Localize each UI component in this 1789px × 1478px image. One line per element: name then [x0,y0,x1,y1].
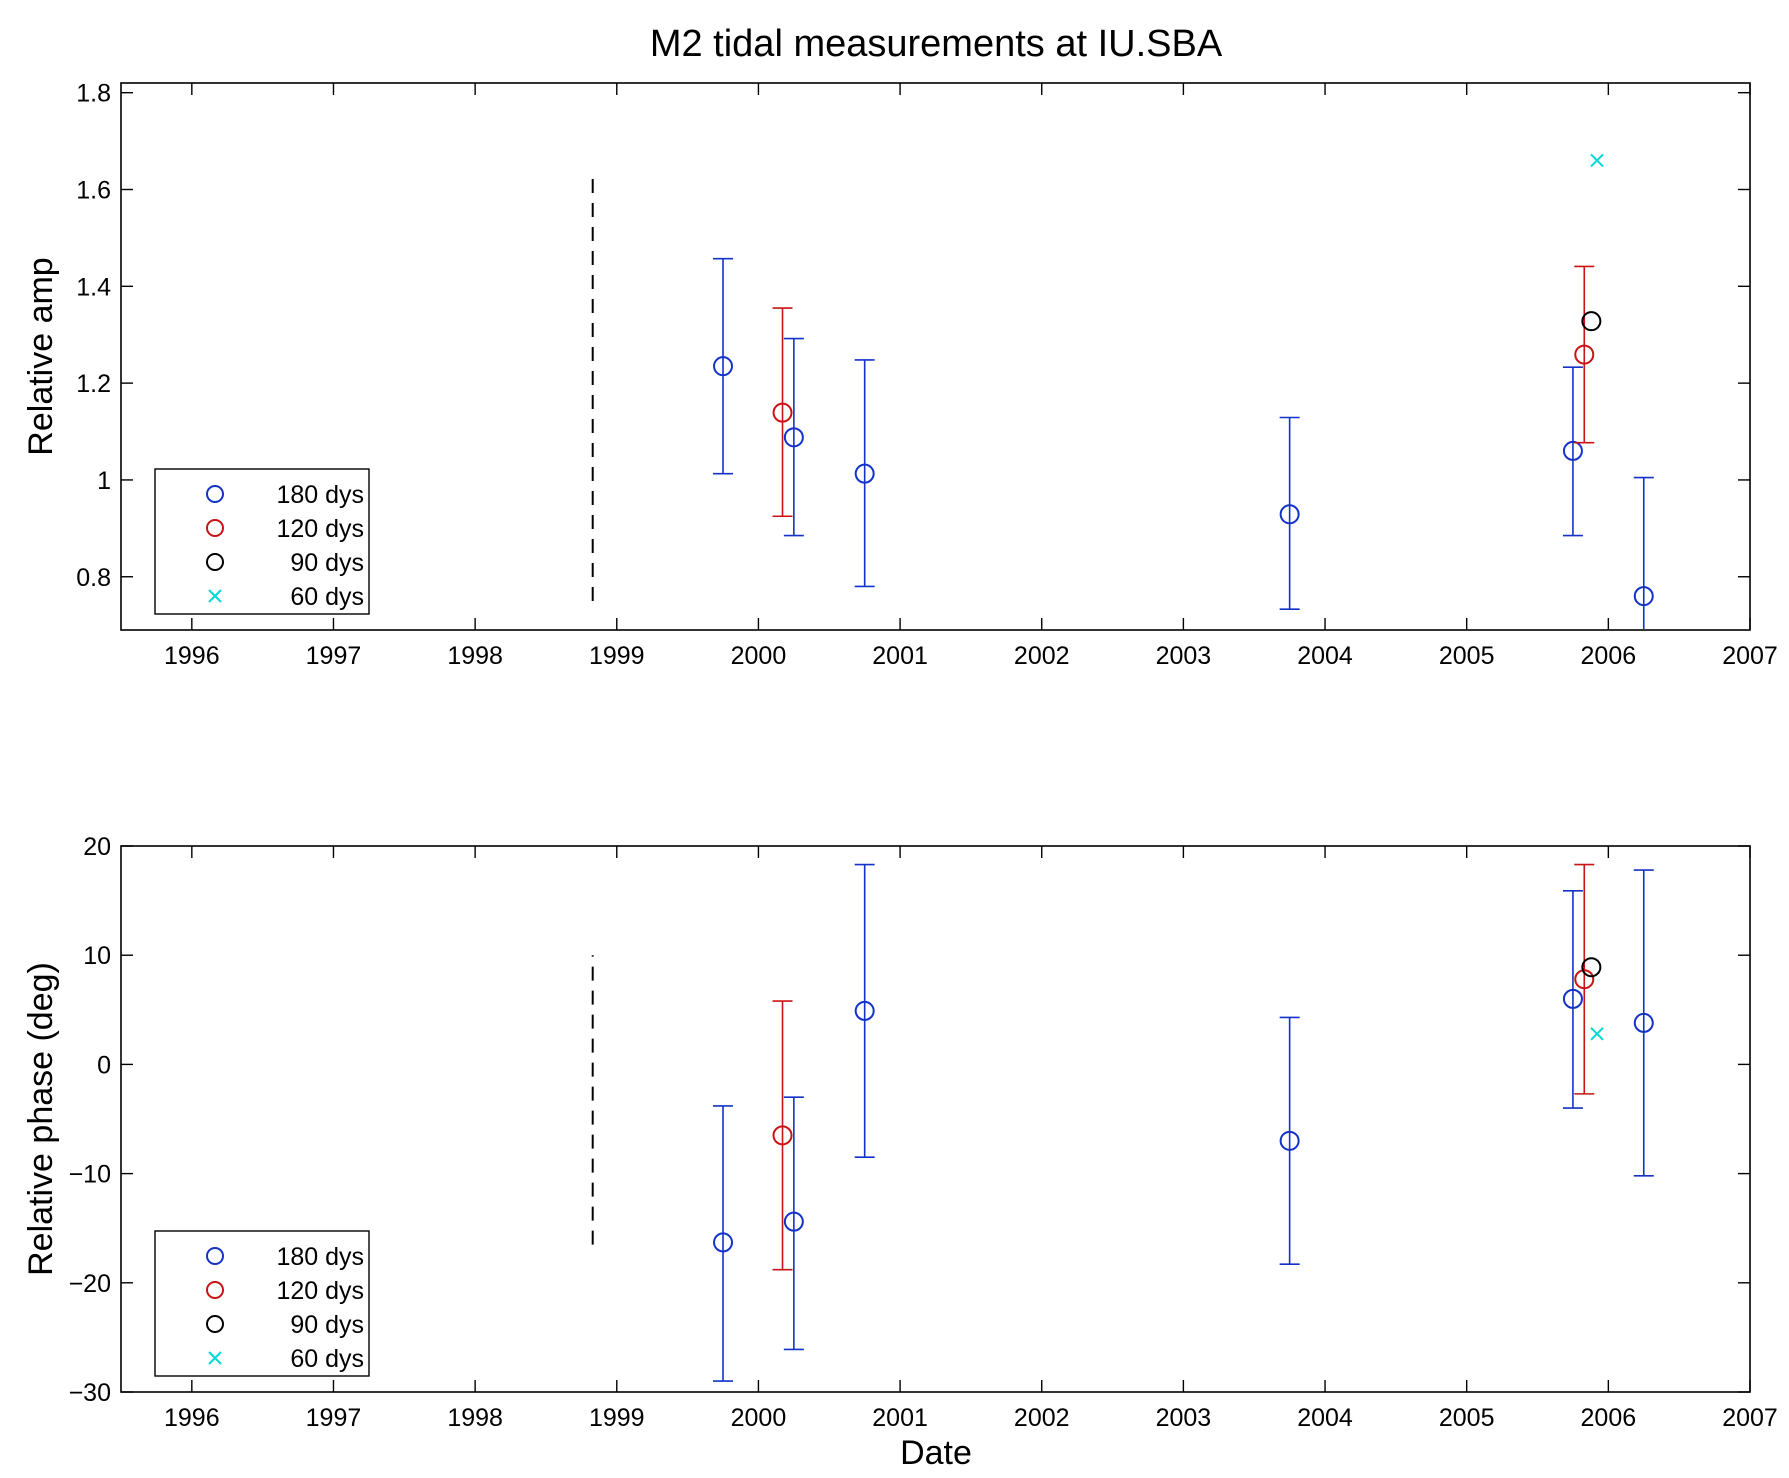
x-tick-label: 2004 [1297,642,1353,670]
y-tick-label: 20 [83,833,111,861]
y-tick-label: 0.8 [76,564,111,592]
legend-label: 90 dys [290,549,364,577]
x-tick-label: 1997 [306,642,362,670]
x-tick-label: 2006 [1581,642,1637,670]
data-point-circle [1279,1130,1300,1151]
x-tick-label: 2006 [1581,1404,1637,1432]
legend-circle-marker [206,553,224,571]
y-tick-label: 0 [97,1051,111,1079]
x-tick-label: 2003 [1156,1404,1212,1432]
x-tick-label: 2001 [872,642,928,670]
x-tick-label: 1999 [589,642,645,670]
x-tick-label: 1998 [447,642,503,670]
x-tick-label: 2002 [1014,642,1070,670]
data-point-circle [1574,969,1595,990]
x-tick-label: 1999 [589,1404,645,1432]
x-tick-label: 2004 [1297,1404,1353,1432]
data-point-circle [783,1211,804,1232]
x-tick-label: 1997 [306,1404,362,1432]
x-tick-label: 2002 [1014,1404,1070,1432]
data-point-circle [1562,988,1583,1009]
amplitude-panel: 1996 1997 1998 1999 2000 2001 2002 2003 2004 2005… [22,80,1778,670]
legend-circle-marker [206,485,224,503]
x-tick-label: 2000 [731,1404,787,1432]
x-tick-label: 1998 [447,1404,503,1432]
legend: 180 dys 120 dys 90 dys 60 dys [154,1230,370,1377]
data-point-circle [854,463,875,484]
legend-label: 60 dys [290,1345,364,1373]
data-point-circle [1581,957,1602,978]
data-point-circle [713,1232,734,1253]
y-tick-label: 1.2 [76,370,111,398]
x-tick-label: 2003 [1156,642,1212,670]
x-tick-label: 1996 [164,642,220,670]
y-tick-label: 10 [83,942,111,970]
data-point-circle [783,427,804,448]
y-tick-label: −20 [69,1270,111,1298]
data-point-circle [713,356,734,377]
data-point-x-marker [1590,153,1604,168]
legend: 180 dys 120 dys 90 dys 60 dys [154,468,370,615]
legend-circle-marker [206,519,224,537]
y-tick-label: 1.4 [76,273,111,301]
y-tick-label: −30 [69,1379,111,1407]
legend-circle-marker [206,1247,224,1265]
x-tick-label: 1996 [164,1404,220,1432]
y-tick-label: 1.6 [76,176,111,204]
data-point-circle [854,1000,875,1021]
legend-label: 120 dys [276,1277,364,1305]
data-point-circle [772,1125,793,1146]
data-point-circle [1279,504,1300,525]
legend-label: 120 dys [276,515,364,543]
x-tick-label: 2000 [731,642,787,670]
legend-label: 180 dys [276,1243,364,1271]
x-tick-label: 2007 [1722,1404,1778,1432]
y-tick-label: 1.8 [76,80,111,108]
y-axis-label: Relative phase (deg) [22,962,60,1276]
y-tick-label: −10 [69,1161,111,1189]
x-tick-label: 2005 [1439,642,1495,670]
legend-x-marker [208,589,222,603]
data-point-circle [1581,311,1602,332]
legend-box [154,1230,370,1377]
data-point-x-marker [1590,1027,1604,1041]
legend-circle-marker [206,1315,224,1333]
plot-frame [120,845,1751,1393]
x-tick-label: 2001 [872,1404,928,1432]
x-tick-label: 2005 [1439,1404,1495,1432]
data-point-circle [1633,1012,1654,1033]
data-point-circle [1562,440,1583,461]
data-point-circle [1633,586,1654,607]
y-axis-label: Relative amp [22,257,60,455]
y-tick-label: 1 [97,467,111,495]
data-point-circle [1574,344,1595,365]
legend-box [154,468,370,615]
legend-circle-marker [206,1281,224,1299]
phase-panel: 1996 1997 1998 1999 2000 2001 2002 2003 2004 2005… [22,833,1778,1432]
legend-label: 90 dys [290,1311,364,1339]
x-axis-label: Date [900,1434,972,1472]
plot-frame [120,82,1751,631]
legend-label: 60 dys [290,583,364,611]
legend-x-marker [208,1351,222,1365]
x-tick-label: 2007 [1722,642,1778,670]
legend-label: 180 dys [276,481,364,509]
figure-title: M2 tidal measurements at IU.SBA [650,23,1223,65]
data-point-circle [772,402,793,423]
